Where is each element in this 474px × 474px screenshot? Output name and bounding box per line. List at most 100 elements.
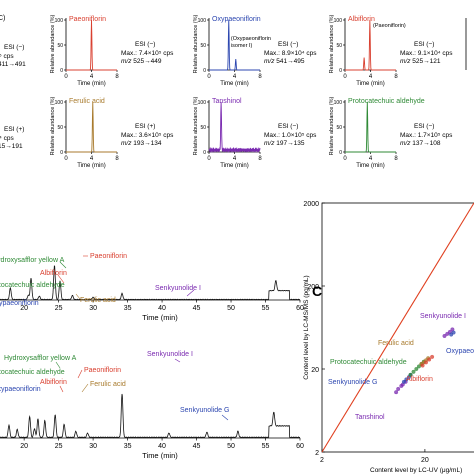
chromatogram-trace [345, 101, 396, 153]
peak-annotation: Ferulic acid [90, 381, 126, 388]
y-tick-label: 100 [334, 100, 343, 106]
x-tick-label: 45 [193, 305, 201, 312]
mz-transition: m/z 525→449 [121, 58, 162, 65]
x-tick-label: 8 [394, 156, 398, 162]
x-tick-label: 0 [343, 156, 347, 162]
max-intensity: Max.: 9.1×10⁴ cps [400, 50, 453, 57]
panel-c-label: C [312, 283, 322, 299]
data-point [442, 334, 447, 338]
x-tick-label: 0 [207, 74, 211, 80]
data-point [394, 390, 399, 395]
x-tick-label: 40 [158, 443, 166, 450]
series-label: Ferulic acid [378, 340, 414, 347]
x-tick-label: 4 [90, 74, 94, 80]
peak-annotation: Senkyunolide I [155, 285, 201, 292]
y-tick-label: 100 [334, 18, 343, 24]
x-tick-label: 60 [296, 443, 304, 450]
x-axis-label: Time (min) [77, 163, 105, 169]
x-tick-label: 0 [207, 156, 211, 162]
peak-leader-line [77, 369, 83, 379]
data-point [411, 369, 416, 374]
max-intensity: Max.: 7.4×10⁵ cps [121, 50, 174, 57]
peak-label: isomer I) [231, 43, 253, 49]
peak-annotation: Albiflorin [40, 270, 67, 277]
y-tick-label: 2 [315, 450, 319, 457]
y-tick-label: 50 [57, 125, 63, 131]
x-tick-label: 35 [124, 305, 132, 312]
chromatogram-trace [345, 19, 396, 71]
panel-title: Paeoniflorin [69, 16, 106, 23]
data-point [427, 357, 432, 362]
peak-leader-line [59, 385, 64, 393]
x-tick-label: 4 [90, 156, 94, 162]
y-tick-label: 100 [198, 18, 207, 24]
chromatogram-trace [208, 101, 261, 153]
x-tick-label: 0 [64, 156, 68, 162]
x-tick-label: 55 [262, 443, 270, 450]
data-point [416, 364, 421, 369]
ionization-mode: ESI (−) [278, 41, 298, 48]
cutoff-mz-left: 411→491 [0, 61, 26, 68]
peak-leader-line [221, 414, 229, 421]
peak-annotation: Paeoniflorin [84, 367, 121, 374]
peak-leader-line [81, 383, 89, 393]
data-point [451, 330, 456, 335]
cutoff-max-left: ×10⁵ cps [0, 53, 14, 60]
data-point [445, 331, 450, 336]
x-tick-label: 55 [262, 305, 270, 312]
panel-title: Tanshinol [212, 98, 242, 105]
x-axis-label: Content level by LC-UV (μg/mL) [370, 467, 462, 474]
data-point [396, 387, 401, 391]
series-label: Tanshinol [355, 414, 385, 421]
y-tick-label: 50 [200, 43, 206, 49]
y-axis-label: Relative abundance (%) [329, 96, 335, 155]
y-tick-label: 100 [55, 18, 64, 24]
mz-transition: m/z 525→121 [400, 58, 441, 65]
x-tick-label: 4 [233, 74, 237, 80]
y-axis-label: Relative abundance (%) [329, 14, 335, 73]
x-axis-label: Time (min) [77, 81, 105, 87]
peak-label: (Oxypaeoniflorin [231, 36, 271, 42]
max-intensity: Max.: 8.9×10⁴ cps [264, 50, 317, 57]
y-axis-label: Relative abundance (%) [50, 14, 56, 73]
data-point [408, 372, 413, 377]
peak-annotation: Protocatechuic aldehyde [0, 282, 65, 289]
panel-title: Oxypaeoniflorin [212, 16, 261, 23]
peak-label: (Paeoniflorin) [373, 23, 406, 29]
panel-title: Protocatechuic aldehyde [348, 98, 425, 105]
peak-annotation: Paeoniflorin [90, 253, 127, 260]
peak-leader-line [55, 361, 61, 369]
y-tick-label: 100 [55, 100, 64, 106]
x-tick-label: 4 [369, 156, 373, 162]
y-tick-label: 0 [60, 68, 63, 74]
chromatogram-trace [209, 19, 260, 71]
x-tick-label: 40 [158, 305, 166, 312]
x-tick-label: 30 [89, 443, 97, 450]
chromatogram-trace [66, 19, 117, 71]
plot-frame [321, 202, 474, 453]
y-axis-label: Relative abundance (%) [193, 14, 199, 73]
chromatogram-trace [0, 393, 301, 439]
data-point [430, 354, 435, 359]
cutoff-mz-left-2: 15→191 [0, 143, 23, 150]
x-tick-label: 45 [193, 443, 201, 450]
x-axis-label: Time (min) [356, 163, 384, 169]
cutoff-title-left: C) [0, 15, 5, 22]
peak-annotation: Oxypaeoniflorin [0, 386, 41, 393]
peak-leader-line [174, 358, 181, 363]
x-tick-label: 20 [421, 457, 429, 464]
ionization-mode: ESI (−) [278, 123, 298, 130]
max-intensity: Max.: 3.6×10⁵ cps [121, 132, 174, 139]
x-tick-label: 20 [20, 305, 28, 312]
y-axis-label: Content level by LC-MS/MS (pg/mL) [303, 275, 310, 379]
x-tick-label: 25 [55, 443, 63, 450]
y-tick-label: 0 [203, 150, 206, 156]
mz-transition: m/z 137→108 [400, 140, 441, 147]
peak-annotation: Ferulic acid [80, 297, 116, 304]
x-tick-label: 60 [296, 305, 304, 312]
chromatogram-trace [0, 265, 301, 301]
panel-title: Albiflorin [348, 16, 375, 23]
y-tick-label: 20 [311, 367, 319, 374]
ionization-mode: ESI (−) [414, 41, 434, 48]
x-tick-label: 50 [227, 443, 235, 450]
